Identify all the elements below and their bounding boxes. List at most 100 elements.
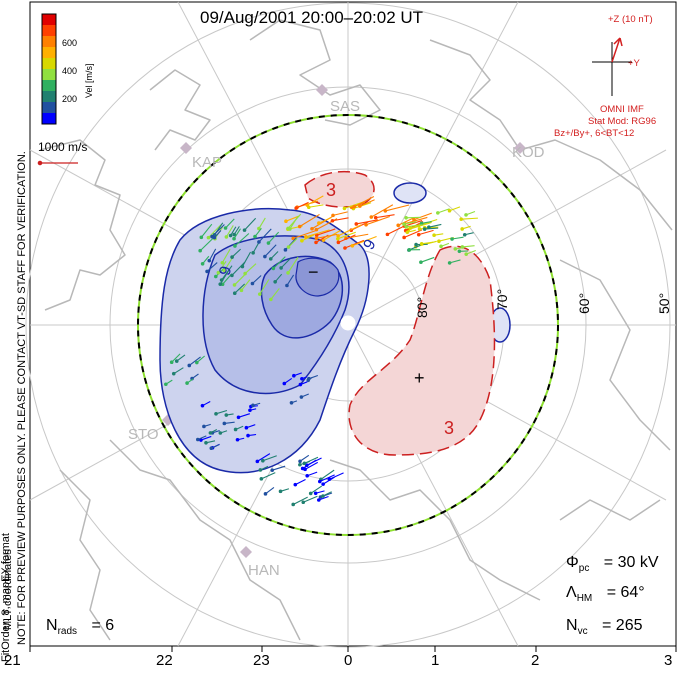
velocity-vector <box>387 225 405 235</box>
velocity-vector-origin <box>291 236 295 241</box>
velocity-vector <box>437 208 450 214</box>
velocity-vector <box>233 228 241 240</box>
velocity-vector-origin <box>270 468 275 472</box>
velocity-vector-origin <box>207 258 212 263</box>
velocity-vector-origin <box>457 249 462 254</box>
velocity-vector-origin <box>436 211 440 215</box>
velocity-vector <box>199 237 215 252</box>
velocity-vector <box>206 262 218 272</box>
velocity-vector-origin <box>298 462 302 467</box>
station-marker-han <box>240 546 252 558</box>
velocity-vector-origin <box>233 427 238 432</box>
color-bar-segment <box>42 47 56 59</box>
velocity-vector-origin <box>297 224 302 229</box>
velocity-vector-origin <box>439 244 443 249</box>
velocity-vector-origin <box>354 222 359 226</box>
velocity-vector-origin <box>286 271 290 275</box>
velocity-vector <box>287 213 302 229</box>
velocity-vector-origin <box>284 219 288 223</box>
velocity-vector <box>234 273 246 286</box>
velocity-vector <box>337 231 356 240</box>
velocity-vector-origin <box>291 502 296 507</box>
velocity-tick-400: 400 <box>62 66 78 76</box>
velocity-vector-origin <box>292 373 296 378</box>
magnetic-pole-marker <box>340 315 356 331</box>
velocity-vector <box>406 224 423 228</box>
latitude-label-70: 70° <box>494 288 510 310</box>
velocity-vector-origin <box>301 500 306 505</box>
imf-source: OMNI IMF <box>600 104 644 115</box>
color-bar-segment <box>42 58 56 70</box>
color-bar-segment <box>42 14 56 26</box>
latitude-label-80: 80° <box>414 296 430 318</box>
velocity-vector-origin <box>330 218 335 223</box>
velocity-vector-origin <box>285 283 289 288</box>
station-marker-kod <box>514 142 526 154</box>
velocity-vector-origin <box>187 363 192 368</box>
velocity-vector-origin <box>185 381 189 385</box>
velocity-vector-origin <box>336 234 340 238</box>
velocity-vector-origin <box>236 415 241 420</box>
plot-frame <box>29 1 677 647</box>
velocity-vector-origin <box>293 482 298 487</box>
velocity-vector <box>310 485 323 494</box>
velocity-vector <box>418 229 434 236</box>
station-kod: KOD <box>512 144 545 161</box>
velocity-vector-origin <box>404 215 408 220</box>
velocity-vector <box>332 217 349 222</box>
velocity-vector <box>451 236 464 240</box>
velocity-vector-origin <box>257 240 261 244</box>
velocity-vector-origin <box>317 221 321 225</box>
velocity-vector-origin <box>316 498 321 502</box>
station-markers <box>162 84 526 558</box>
velocity-vector-origin <box>248 408 252 413</box>
contour-min-marker: − <box>308 262 319 282</box>
latitude-label-50: 50° <box>656 292 672 314</box>
velocity-vector-origin <box>405 230 410 235</box>
velocity-vector-origin <box>233 244 237 248</box>
velocity-vector <box>244 217 257 231</box>
velocity-vector-origin <box>422 227 427 231</box>
color-bar-segment <box>42 113 56 125</box>
velocity-vector <box>303 495 318 503</box>
velocity-vector-origin <box>271 266 276 271</box>
velocity-vector <box>261 472 276 480</box>
velocity-vector <box>244 263 257 274</box>
velocity-vector-origin <box>343 246 347 250</box>
velocity-vector-origin <box>232 236 236 241</box>
velocity-vector <box>420 256 435 263</box>
velocity-vector <box>408 221 432 231</box>
velocity-vector-origin <box>255 459 260 464</box>
velocity-vector <box>241 279 251 291</box>
velocity-vector-origin <box>219 278 224 282</box>
velocity-vector-origin <box>202 424 206 429</box>
velocity-vector-origin <box>222 268 227 273</box>
velocity-vector <box>413 212 432 221</box>
velocity-vector-origin <box>209 446 214 451</box>
velocity-vector-origin <box>263 254 267 259</box>
velocity-vector-origin <box>269 297 273 302</box>
velocity-vector <box>225 218 235 229</box>
velocity-vector <box>208 224 222 239</box>
heppner-maynard-boundary <box>137 114 559 536</box>
velocity-vector <box>397 217 414 226</box>
velocity-vector <box>306 195 324 206</box>
velocity-vector-origin <box>369 215 374 219</box>
velocity-vector-origin <box>239 288 244 293</box>
velocity-vector-origin <box>419 260 423 264</box>
velocity-vector-origin <box>427 225 431 229</box>
station-sto: STO <box>128 426 159 443</box>
velocity-vector-origin <box>350 243 355 248</box>
velocity-vector-origin <box>214 412 218 416</box>
velocity-vector-origin <box>218 431 223 435</box>
velocity-vector-origin <box>437 239 441 243</box>
velocity-vector-origin <box>259 477 264 481</box>
velocity-vector-origin <box>206 235 211 240</box>
velocity-vector-origin <box>279 266 283 270</box>
velocity-vector <box>461 217 478 220</box>
mlt-axis <box>29 646 677 652</box>
velocity-vector <box>241 251 252 267</box>
velocity-vector-origin <box>261 458 265 463</box>
velocity-vector <box>304 461 319 470</box>
velocity-vector <box>449 206 461 212</box>
